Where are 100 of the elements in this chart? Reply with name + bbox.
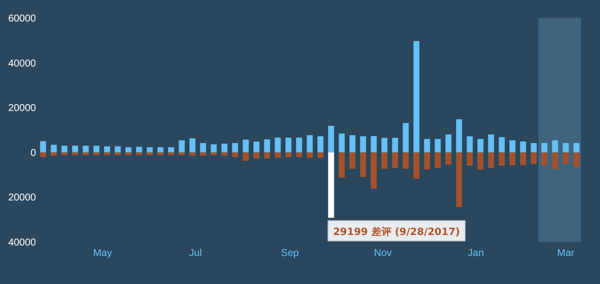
y-tick-label: 20000 [8,103,36,114]
bar [349,135,356,152]
bar [552,152,558,170]
bar [456,152,462,208]
bar [274,152,281,158]
bar [360,152,366,178]
bar [434,152,441,168]
bar [445,152,452,164]
bar [509,140,516,152]
bar [488,152,494,168]
y-tick-label: 60000 [8,14,36,24]
bar [349,152,356,169]
bar [40,152,46,158]
bar [104,146,110,152]
bar [210,144,217,152]
bar [328,152,334,218]
bar [189,138,196,152]
y-tick-label: 0 [30,148,36,159]
bar [221,144,228,152]
bar [509,152,516,166]
bar [168,152,174,156]
bar [338,134,345,152]
bar [157,147,164,152]
bar [285,138,292,152]
bar [541,142,548,152]
x-tick-label: Mar [557,248,576,259]
bar [530,152,537,164]
y-tick-label: 40000 [8,238,36,248]
bar [306,135,313,152]
annotation: 29199 差评 (9/28/2017) [333,226,460,238]
bar [178,140,185,152]
bar [328,126,334,152]
bar [114,146,121,152]
bar [253,152,260,158]
bar [562,142,569,152]
bar [61,152,68,156]
bar [552,140,558,152]
bar [498,152,505,166]
bar [232,152,238,158]
bar [477,152,484,170]
bar [221,152,228,156]
bar [562,152,569,164]
bar [413,41,420,152]
bar [498,137,505,152]
bar [264,152,270,158]
bar [306,152,313,158]
bar [466,152,473,166]
bar [317,136,324,152]
bar [392,152,398,168]
bar [50,152,57,156]
bar [530,142,537,152]
bar [338,152,345,178]
bar [424,152,430,170]
x-tick-label: Jul [189,248,202,259]
bar [157,152,164,156]
bar [402,152,409,169]
bar [285,152,292,158]
bar [392,138,398,152]
bar [136,152,142,156]
bar [370,136,377,152]
bar [232,142,238,152]
x-tick-label: Jan [468,248,484,259]
bar [82,146,89,152]
bar [541,152,548,166]
bar [242,152,249,161]
x-tick-label: Sep [281,248,300,259]
bar [168,147,174,152]
bar [274,138,281,152]
bar [242,140,249,152]
bar [93,146,100,152]
bar [370,152,377,189]
bar [296,138,302,152]
bar [317,152,324,158]
bar [488,134,494,152]
bar [520,152,526,166]
bar [381,152,388,169]
bar [72,152,78,156]
bar [573,152,580,167]
bar [40,141,46,152]
y-tick-label: 20000 [8,192,36,204]
bar [413,152,420,179]
bar [424,138,430,152]
bar [456,119,462,152]
bar [296,152,302,158]
bar [200,142,206,152]
bar [434,138,441,152]
bar [253,142,260,152]
y-tick-label: 40000 [8,58,36,70]
bar [72,146,78,152]
bar [466,136,473,152]
bar [200,152,206,156]
bar [189,152,196,156]
bar [573,142,580,152]
bar [146,147,153,152]
bar [360,136,366,152]
bar [381,138,388,152]
bar [477,138,484,152]
bar [520,141,526,152]
x-tick-label: May [93,248,112,259]
bar [125,152,132,156]
